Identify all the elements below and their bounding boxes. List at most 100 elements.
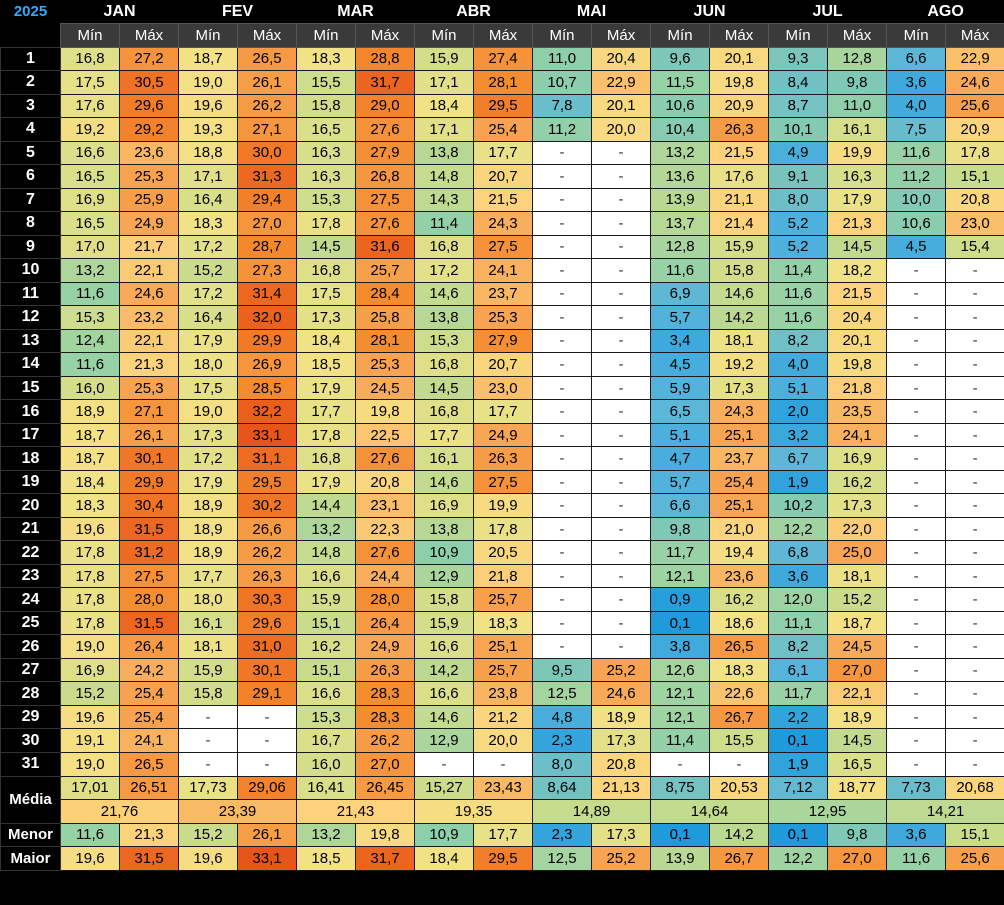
min-header: Mín (768, 23, 829, 48)
max-cell: - (945, 375, 1004, 401)
min-cell: 19,3 (178, 117, 239, 142)
max-cell: 28,3 (355, 704, 416, 730)
max-cell: 16,3 (827, 164, 888, 189)
menor-max-cell: 19,8 (355, 822, 416, 848)
min-cell: 1,9 (768, 469, 829, 495)
min-cell: 6,8 (768, 540, 829, 565)
media-max-cell: 23,43 (473, 775, 534, 801)
media-min-cell: 7,12 (768, 775, 829, 801)
day-row: 15 16,0 25,3 17,5 28,5 17,9 24,5 14,5 23,0- -5,9 1… (0, 375, 1004, 401)
max-cell: 24,9 (473, 422, 534, 448)
max-cell: 20,4 (827, 305, 888, 330)
min-cell: 9,8 (650, 516, 711, 542)
min-cell: 12,1 (650, 563, 711, 589)
max-cell: - (945, 657, 1004, 683)
max-cell: 27,9 (473, 328, 534, 354)
max-cell: 9,8 (827, 70, 888, 95)
max-cell: 29,4 (237, 187, 298, 213)
day-number: 12 (0, 305, 61, 330)
min-cell: - (886, 352, 947, 377)
month-header-abr: ABR (414, 0, 533, 24)
day-number: 3 (0, 93, 61, 119)
media-label: Média (0, 775, 61, 824)
max-cell: 23,6 (118, 140, 180, 166)
max-cell: 31,5 (118, 610, 180, 636)
min-cell: - (886, 328, 947, 354)
max-cell: 27,5 (473, 469, 534, 495)
min-cell: 0,1 (768, 728, 829, 753)
min-cell: 14,8 (414, 164, 475, 189)
max-cell: 32,2 (237, 399, 298, 424)
min-cell: 10,6 (650, 93, 711, 119)
maior-max-cell: 27,0 (827, 846, 888, 871)
max-cell: 22,9 (945, 46, 1004, 72)
max-cell: 17,7 (473, 399, 534, 424)
max-cell: 12,8 (827, 46, 888, 72)
min-cell: - (532, 469, 593, 495)
max-cell: 25,7 (473, 657, 534, 683)
min-cell: 13,2 (60, 258, 120, 283)
max-cell: - (591, 610, 652, 636)
min-cell: - (886, 375, 947, 401)
max-cell: 28,4 (355, 281, 416, 307)
day-row: 22 17,8 31,2 18,9 26,2 14,8 27,6 10,9 20,5- -11,7… (0, 540, 1004, 565)
min-cell: - (886, 305, 947, 330)
day-row: 30 19,1 24,1- -16,7 26,2 12,9 20,0 2,3 17,3 11,4 1… (0, 728, 1004, 753)
max-cell: 25,2 (591, 657, 652, 683)
max-cell: 26,5 (118, 752, 180, 777)
max-cell: 20,1 (709, 46, 770, 72)
max-cell: 16,2 (709, 587, 770, 612)
min-cell: - (532, 328, 593, 354)
min-cell: 19,0 (178, 399, 239, 424)
min-cell: 18,7 (60, 422, 120, 448)
media-min-cell: 16,41 (296, 775, 357, 801)
max-cell: 16,2 (827, 469, 888, 495)
max-cell: - (709, 752, 770, 777)
min-cell: - (532, 281, 593, 307)
max-cell: 22,1 (118, 328, 180, 354)
max-cell: 23,7 (473, 281, 534, 307)
max-cell: - (473, 752, 534, 777)
max-cell: 28,1 (355, 328, 416, 354)
max-cell: 19,4 (709, 540, 770, 565)
min-cell: 4,5 (886, 234, 947, 260)
min-cell: 15,5 (296, 70, 357, 95)
max-cell: 21,4 (709, 211, 770, 236)
max-cell: 27,1 (118, 399, 180, 424)
min-cell: 19,1 (60, 728, 120, 753)
max-cell: 23,6 (709, 563, 770, 589)
media-max-cell: 18,77 (827, 775, 888, 801)
max-cell: - (945, 328, 1004, 354)
max-cell: 25,7 (355, 258, 416, 283)
min-cell: 16,8 (60, 46, 120, 72)
min-cell: 16,0 (60, 375, 120, 401)
min-cell: - (886, 281, 947, 307)
day-number: 20 (0, 493, 61, 518)
max-cell: 22,1 (827, 681, 888, 706)
day-row: 5 16,6 23,6 18,8 30,0 16,3 27,9 13,8 17,7- -13,2 2… (0, 140, 1004, 166)
min-cell: 4,0 (768, 352, 829, 377)
min-cell: 3,8 (650, 634, 711, 659)
min-cell: 17,2 (178, 234, 239, 260)
min-cell: 18,0 (178, 352, 239, 377)
min-cell: 19,0 (60, 752, 120, 777)
max-cell: 21,7 (118, 234, 180, 260)
max-cell: 24,9 (355, 634, 416, 659)
min-cell: 17,9 (296, 375, 357, 401)
day-row: 19 18,4 29,9 17,9 29,5 17,9 20,8 14,6 27,5- -5,7 2… (0, 469, 1004, 495)
max-cell: 24,6 (591, 681, 652, 706)
max-cell: 24,4 (355, 563, 416, 589)
day-row: 7 16,9 25,9 16,4 29,4 15,3 27,5 14,3 21,5- -13,9 2… (0, 187, 1004, 213)
max-cell: 17,6 (709, 164, 770, 189)
min-cell: - (886, 681, 947, 706)
max-cell: 23,5 (827, 399, 888, 424)
min-cell: 17,9 (178, 328, 239, 354)
max-cell: 15,1 (945, 164, 1004, 189)
max-cell: 30,5 (118, 70, 180, 95)
min-cell: 16,8 (414, 399, 475, 424)
min-cell: - (886, 587, 947, 612)
max-cell: 26,2 (237, 93, 298, 119)
min-cell: - (886, 728, 947, 753)
min-cell: 3,6 (886, 70, 947, 95)
max-cell: - (945, 728, 1004, 753)
